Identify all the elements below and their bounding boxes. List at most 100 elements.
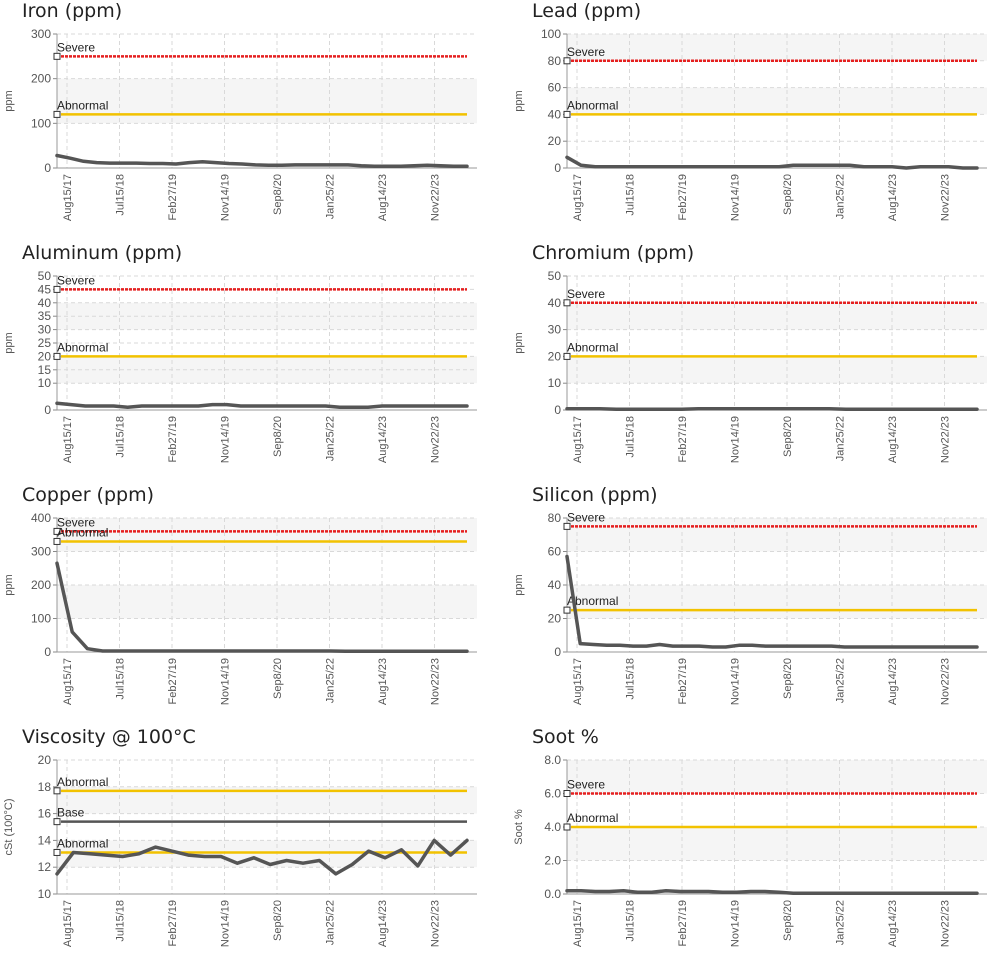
x-tick-label: Jan25/22 (325, 658, 337, 703)
chart-title: Silicon (ppm) (532, 484, 658, 506)
x-tick-label: Jan25/22 (325, 174, 337, 219)
x-tick-label: Jul15/18 (625, 658, 637, 700)
chart-aluminum: 0 10 15 20 25 30 35 40 45 50 Aug15/17 Jul15/18 Feb27… (0, 242, 490, 482)
x-tick-label: Aug14/23 (887, 658, 899, 705)
y-tick-label: 40 (548, 578, 562, 592)
x-tick-label: Jul15/18 (115, 174, 127, 216)
x-tick-label: Aug14/23 (887, 900, 899, 947)
limit-marker (563, 57, 571, 65)
band (57, 78, 477, 124)
y-tick-label: 45 (38, 282, 52, 296)
x-tick-label: Jan25/22 (325, 416, 337, 461)
limit-marker (563, 522, 571, 530)
x-tick-label: Nov22/23 (940, 658, 952, 705)
x-tick-label: Nov22/23 (940, 416, 952, 463)
x-tick-label: Aug14/23 (887, 416, 899, 463)
y-tick-label: 200 (31, 578, 51, 592)
x-tick-label: Sep8/20 (272, 416, 284, 457)
y-tick-label: 2.0 (544, 854, 561, 868)
y-tick-label: 14 (38, 833, 52, 847)
series-line (55, 153, 469, 168)
x-tick-label: Jul15/18 (115, 416, 127, 458)
x-tick-label: Aug15/17 (572, 658, 584, 705)
y-tick-label: 4.0 (544, 820, 561, 834)
x-tick-label: Aug14/23 (377, 174, 389, 221)
x-tick-label: Nov14/19 (730, 900, 742, 947)
band (567, 518, 987, 552)
limit-marker (53, 537, 61, 545)
y-tick-label: 0 (554, 645, 561, 659)
x-tick-label: Jul15/18 (115, 658, 127, 700)
x-tick-label: Feb27/19 (167, 174, 179, 220)
limit-marker (53, 787, 61, 795)
x-tick-label: Nov14/19 (730, 174, 742, 221)
band (567, 34, 987, 61)
limit-label: Abnormal (57, 98, 108, 112)
x-tick-label: Feb27/19 (677, 658, 689, 704)
limit-marker (563, 299, 571, 307)
limit-marker (563, 110, 571, 118)
y-axis-label: ppm (513, 90, 525, 111)
limit-marker (53, 848, 61, 856)
x-tick-label: Aug15/17 (62, 174, 74, 221)
chart-title: Aluminum (ppm) (22, 242, 183, 264)
chart-svg: 0.0 2.0 4.0 6.0 8.0 Aug15/17 Jul15/18 Feb27/19 N… (513, 753, 987, 947)
y-tick-label: 10 (548, 376, 562, 390)
y-axis-label: ppm (3, 574, 15, 595)
y-tick-label: 80 (548, 511, 562, 525)
limit-marker (563, 823, 571, 831)
x-tick-label: Jul15/18 (625, 416, 637, 458)
y-tick-label: 8.0 (544, 753, 561, 767)
band (57, 585, 477, 619)
y-tick-label: 60 (548, 545, 562, 559)
y-tick-label: 0 (554, 403, 561, 417)
y-tick-label: 18 (38, 780, 52, 794)
x-tick-label: Feb27/19 (167, 658, 179, 704)
y-tick-label: 300 (31, 545, 51, 559)
series-line (565, 888, 979, 895)
x-tick-label: Aug15/17 (62, 416, 74, 463)
x-tick-label: Nov22/23 (430, 900, 442, 947)
x-tick-label: Aug15/17 (62, 658, 74, 705)
y-tick-label: 10 (38, 887, 52, 901)
x-tick-label: Aug14/23 (377, 900, 389, 947)
limit-label: Abnormal (57, 340, 108, 354)
x-tick-label: Sep8/20 (272, 174, 284, 215)
x-tick-label: Nov14/19 (220, 658, 232, 705)
band (567, 827, 987, 861)
band (57, 518, 477, 552)
x-tick-label: Nov22/23 (940, 174, 952, 221)
band (567, 302, 987, 330)
series-line (55, 561, 469, 654)
y-tick-label: 25 (38, 336, 52, 350)
band (567, 87, 987, 115)
limit-marker (563, 790, 571, 797)
limit-marker (563, 606, 571, 614)
y-axis-label: Soot % (513, 809, 525, 845)
limit-label: Abnormal (567, 98, 618, 112)
y-tick-label: 100 (31, 612, 51, 626)
y-axis-label: ppm (3, 332, 15, 353)
y-tick-label: 60 (548, 81, 562, 95)
y-tick-label: 300 (31, 27, 51, 41)
y-tick-label: 0 (44, 161, 51, 175)
chart-title: Copper (ppm) (22, 484, 155, 506)
limit-label: Severe (567, 45, 605, 59)
y-tick-label: 35 (38, 309, 52, 323)
x-tick-label: Jul15/18 (115, 900, 127, 942)
limit-label: Base (57, 806, 85, 820)
limit-label: Severe (567, 778, 605, 792)
limit-label: Severe (57, 515, 95, 529)
y-tick-label: 100 (31, 116, 51, 130)
y-tick-label: 0 (44, 403, 51, 417)
y-tick-label: 40 (548, 296, 562, 310)
chart-copper: 0 100 200 300 400 Aug15/17 Jul15/18 Feb27/19 Nov… (0, 484, 490, 724)
y-axis-label: ppm (513, 332, 525, 353)
limit-marker (53, 110, 61, 118)
x-tick-label: Nov22/23 (430, 174, 442, 221)
series-line (565, 155, 979, 170)
x-tick-label: Jul15/18 (625, 174, 637, 216)
x-tick-label: Nov22/23 (430, 658, 442, 705)
y-tick-label: 400 (31, 511, 51, 525)
x-tick-label: Nov22/23 (430, 416, 442, 463)
